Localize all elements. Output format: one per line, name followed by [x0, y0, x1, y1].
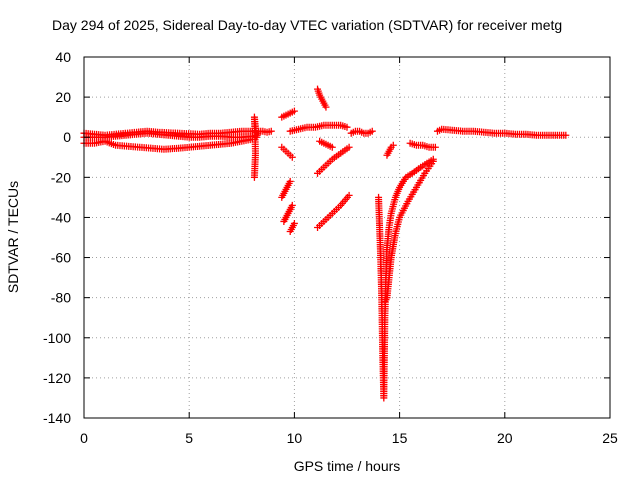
x-tick-label: 20 — [497, 430, 513, 446]
y-tick-label: 20 — [55, 89, 71, 105]
x-tick-label: 10 — [287, 430, 303, 446]
data-point — [267, 127, 275, 135]
data-points — [80, 85, 570, 402]
data-point — [562, 131, 570, 139]
data-point — [345, 191, 353, 199]
x-tick-label: 25 — [602, 430, 618, 446]
data-point — [322, 103, 330, 111]
data-point — [343, 123, 351, 131]
y-tick-label: -80 — [51, 290, 71, 306]
data-point — [431, 143, 439, 151]
y-axis-label: SDTVAR / TECUs — [5, 181, 21, 293]
y-tick-label: -140 — [43, 410, 71, 426]
data-point — [286, 177, 294, 185]
data-point — [345, 143, 353, 151]
y-tick-label: -40 — [51, 209, 71, 225]
grid-lines — [84, 57, 610, 418]
data-point — [290, 219, 298, 227]
data-point — [429, 157, 437, 165]
data-point — [288, 153, 296, 161]
x-tick-label: 15 — [392, 430, 408, 446]
x-axis-label: GPS time / hours — [294, 458, 401, 474]
data-point — [328, 143, 336, 151]
y-tick-label: -60 — [51, 250, 71, 266]
chart-title: Day 294 of 2025, Sidereal Day-to-day VTE… — [52, 17, 562, 33]
plot-frame — [83, 56, 611, 419]
y-tick-label: -100 — [43, 330, 71, 346]
data-point — [288, 201, 296, 209]
y-tick-label: 40 — [55, 49, 71, 65]
y-tick-label: -20 — [51, 169, 71, 185]
y-tick-label: 0 — [63, 129, 71, 145]
data-point — [290, 107, 298, 115]
x-tick-label: 0 — [80, 430, 88, 446]
data-point — [389, 141, 397, 149]
y-tick-label: -120 — [43, 370, 71, 386]
data-point — [368, 127, 376, 135]
x-tick-label: 5 — [185, 430, 193, 446]
axis-ticks: 0 5 10 15 20 25 40 20 0 -20 -40 -60 -80 -100 -120 -140 — [43, 49, 618, 446]
